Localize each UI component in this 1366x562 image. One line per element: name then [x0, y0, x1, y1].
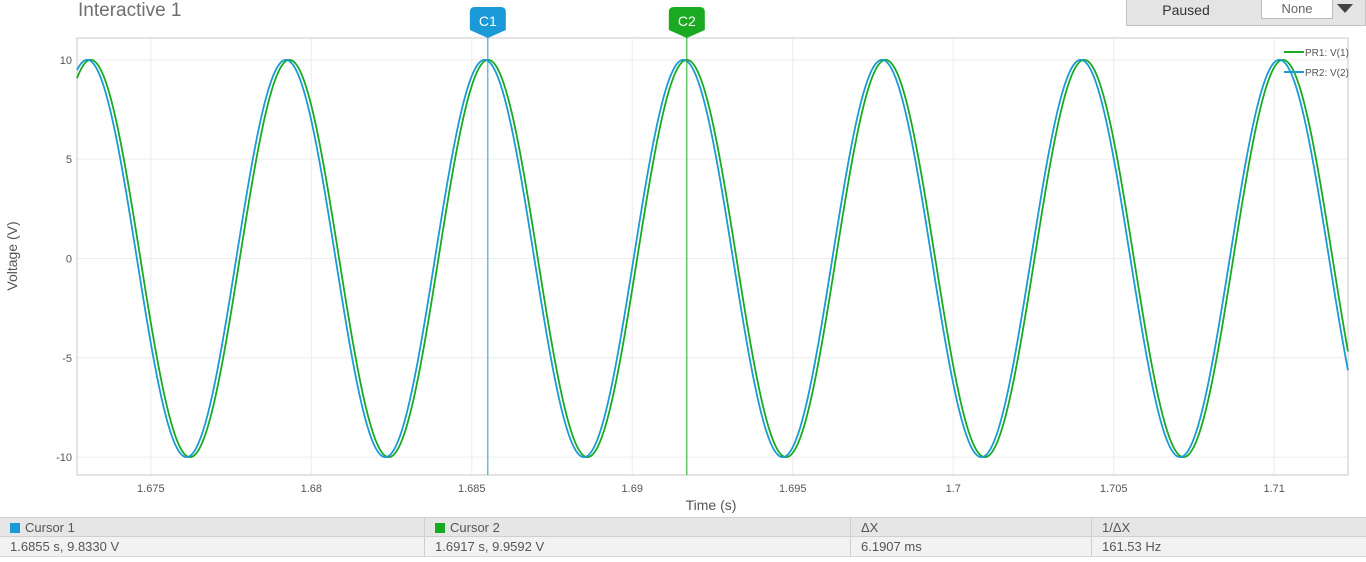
trace-select[interactable]: None [1261, 0, 1333, 19]
y-axis-ticks: 10 5 0 -5 -10 [56, 55, 72, 464]
plot-frame [76, 37, 1349, 476]
y-tick-label: 5 [66, 154, 72, 166]
y-tick-label: 0 [66, 253, 72, 265]
inverse-delta-x-header: 1/ΔX [1102, 520, 1131, 535]
readout-value-row: 1.6855 s, 9.8330 V 1.6917 s, 9.9592 V 6.… [0, 537, 1366, 557]
readout-header-row: Cursor 1 Cursor 2 ΔX 1/ΔX [0, 517, 1366, 537]
chevron-down-icon[interactable] [1337, 4, 1353, 13]
x-tick-label: 1.68 [301, 483, 322, 495]
series-layer [76, 58, 1349, 459]
y-tick-label: 10 [60, 55, 72, 67]
cursor-layer: C1 C2 [469, 7, 705, 475]
x-tick-label: 1.7 [946, 483, 961, 495]
x-tick-label: 1.675 [137, 483, 165, 495]
x-axis-label: Time (s) [686, 497, 737, 513]
x-tick-label: 1.705 [1100, 483, 1128, 495]
x-tick-label: 1.71 [1263, 483, 1284, 495]
x-tick-label: 1.695 [779, 483, 807, 495]
cursor2-swatch [435, 523, 445, 533]
cursor1-swatch [10, 523, 20, 533]
x-tick-label: 1.685 [458, 483, 486, 495]
y-tick-label: -10 [56, 452, 72, 464]
legend-entry: PR2: V(2) [1305, 68, 1349, 79]
cursor-flag-c2[interactable] [668, 7, 705, 38]
grid [77, 38, 1348, 475]
y-tick-label: -5 [62, 353, 72, 365]
cursor-label-c1: C1 [479, 13, 497, 29]
y-axis-label: Voltage (V) [4, 221, 20, 290]
cursor-label-c2: C2 [678, 13, 696, 29]
delta-x-header: ΔX [851, 518, 1092, 536]
x-axis-ticks: 1.675 1.68 1.685 1.69 1.695 1.7 1.705 1.71 [137, 483, 1285, 495]
x-tick-label: 1.69 [622, 483, 643, 495]
series-line-2 [76, 58, 1349, 459]
status-label[interactable]: Paused [1162, 2, 1210, 18]
legend-entry: PR1: V(1) [1305, 48, 1349, 59]
run-controls: Paused None [1126, 0, 1366, 26]
cursor-readout-table: Cursor 1 Cursor 2 ΔX 1/ΔX 1.6855 s, 9.83… [0, 517, 1366, 562]
window-title: Interactive 1 [78, 0, 182, 21]
cursor2-value: 1.6917 s, 9.9592 V [425, 537, 851, 556]
cursor-flag-c1[interactable] [469, 7, 506, 38]
legend: PR1: V(1) PR2: V(2) [1284, 48, 1349, 79]
delta-x-value: 6.1907 ms [851, 537, 1092, 556]
inverse-delta-x-value: 161.53 Hz [1102, 539, 1162, 554]
cursor1-value: 1.6855 s, 9.8330 V [0, 537, 425, 556]
cursor1-header: Cursor 1 [0, 518, 425, 536]
cursor2-header: Cursor 2 [425, 518, 851, 536]
plot-area[interactable]: 10 5 0 -5 -10 1.675 1.68 1.685 1.69 1.695 1.7 1.70… [0, 0, 1366, 517]
